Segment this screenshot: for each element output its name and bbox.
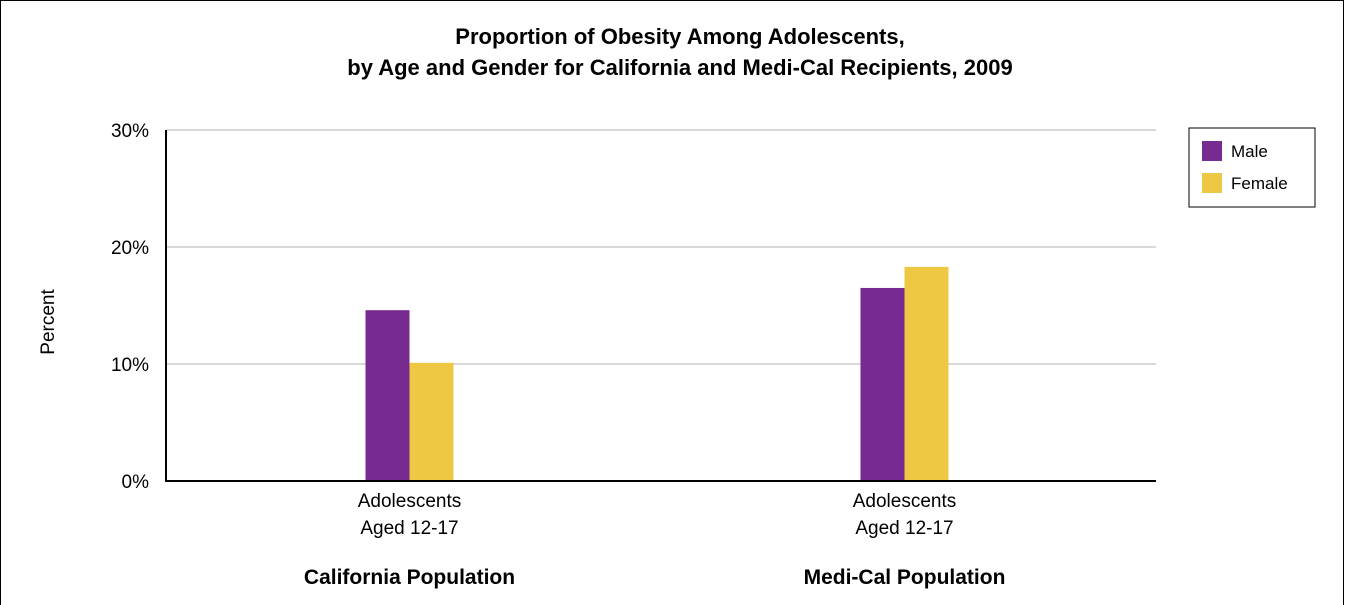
- y-tick-labels: 0% 10% 20% 30%: [111, 121, 149, 493]
- x-category-label: Adolescents: [853, 491, 957, 512]
- x-category-label: Adolescents: [358, 491, 462, 512]
- y-axis-label: Percent: [38, 289, 59, 355]
- y-tick-label: 0%: [122, 472, 150, 493]
- chart-title-line-1: Proportion of Obesity Among Adolescents,: [455, 24, 904, 49]
- x-category-label: Aged 12-17: [360, 518, 458, 539]
- bar-male-2: [860, 287, 905, 481]
- legend-swatch-female: [1202, 173, 1222, 193]
- x-category-labels: Adolescents Aged 12-17 California Populati…: [304, 491, 1006, 589]
- x-category-label: Aged 12-17: [855, 518, 953, 539]
- x-group-label: California Population: [304, 566, 515, 589]
- chart-title-line-2: by Age and Gender for California and Med…: [347, 55, 1012, 80]
- x-group-label: Medi-Cal Population: [804, 566, 1006, 589]
- bar-female-2: [904, 266, 949, 481]
- bar-female-1: [409, 362, 454, 481]
- legend-label-male: Male: [1231, 142, 1268, 161]
- bar-male-1: [365, 310, 410, 481]
- axes: [165, 130, 1156, 482]
- y-tick-label: 10%: [111, 355, 149, 376]
- legend-swatch-male: [1202, 141, 1222, 161]
- y-tick-label: 20%: [111, 238, 149, 259]
- legend-label-female: Female: [1231, 174, 1288, 193]
- legend-box: [1188, 127, 1316, 208]
- bars: [365, 266, 949, 481]
- legend: Male Female: [1188, 127, 1316, 208]
- grid-lines: [166, 129, 1156, 365]
- y-tick-label: 30%: [111, 121, 149, 142]
